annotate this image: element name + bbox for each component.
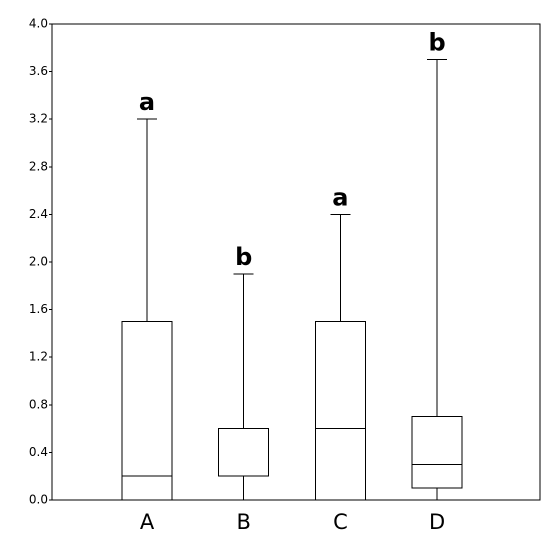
- y-tick-label: 2.8: [29, 159, 48, 173]
- x-tick-label: C: [333, 510, 348, 534]
- annotation: b: [429, 29, 446, 57]
- y-tick-label: 0.0: [29, 493, 48, 507]
- x-tick-label: B: [236, 510, 250, 534]
- y-tick-label: 0.8: [29, 397, 48, 411]
- x-tick-label: A: [140, 510, 155, 534]
- y-tick-label: 1.2: [29, 350, 48, 364]
- y-tick-label: 2.0: [29, 255, 48, 269]
- y-tick-label: 3.2: [29, 112, 48, 126]
- plot-frame: [51, 23, 541, 501]
- annotation: a: [332, 183, 348, 211]
- box: [121, 321, 173, 501]
- y-tick-label: 3.6: [29, 64, 48, 78]
- y-tick-label: 0.4: [29, 445, 48, 459]
- annotation: a: [139, 88, 155, 116]
- box: [218, 428, 270, 477]
- annotation: b: [235, 243, 252, 271]
- x-tick-label: D: [429, 510, 445, 534]
- y-tick-label: 2.4: [29, 207, 48, 221]
- box: [411, 416, 463, 489]
- y-tick-label: 1.6: [29, 302, 48, 316]
- y-tick-label: 4.0: [29, 17, 48, 31]
- box: [314, 321, 366, 501]
